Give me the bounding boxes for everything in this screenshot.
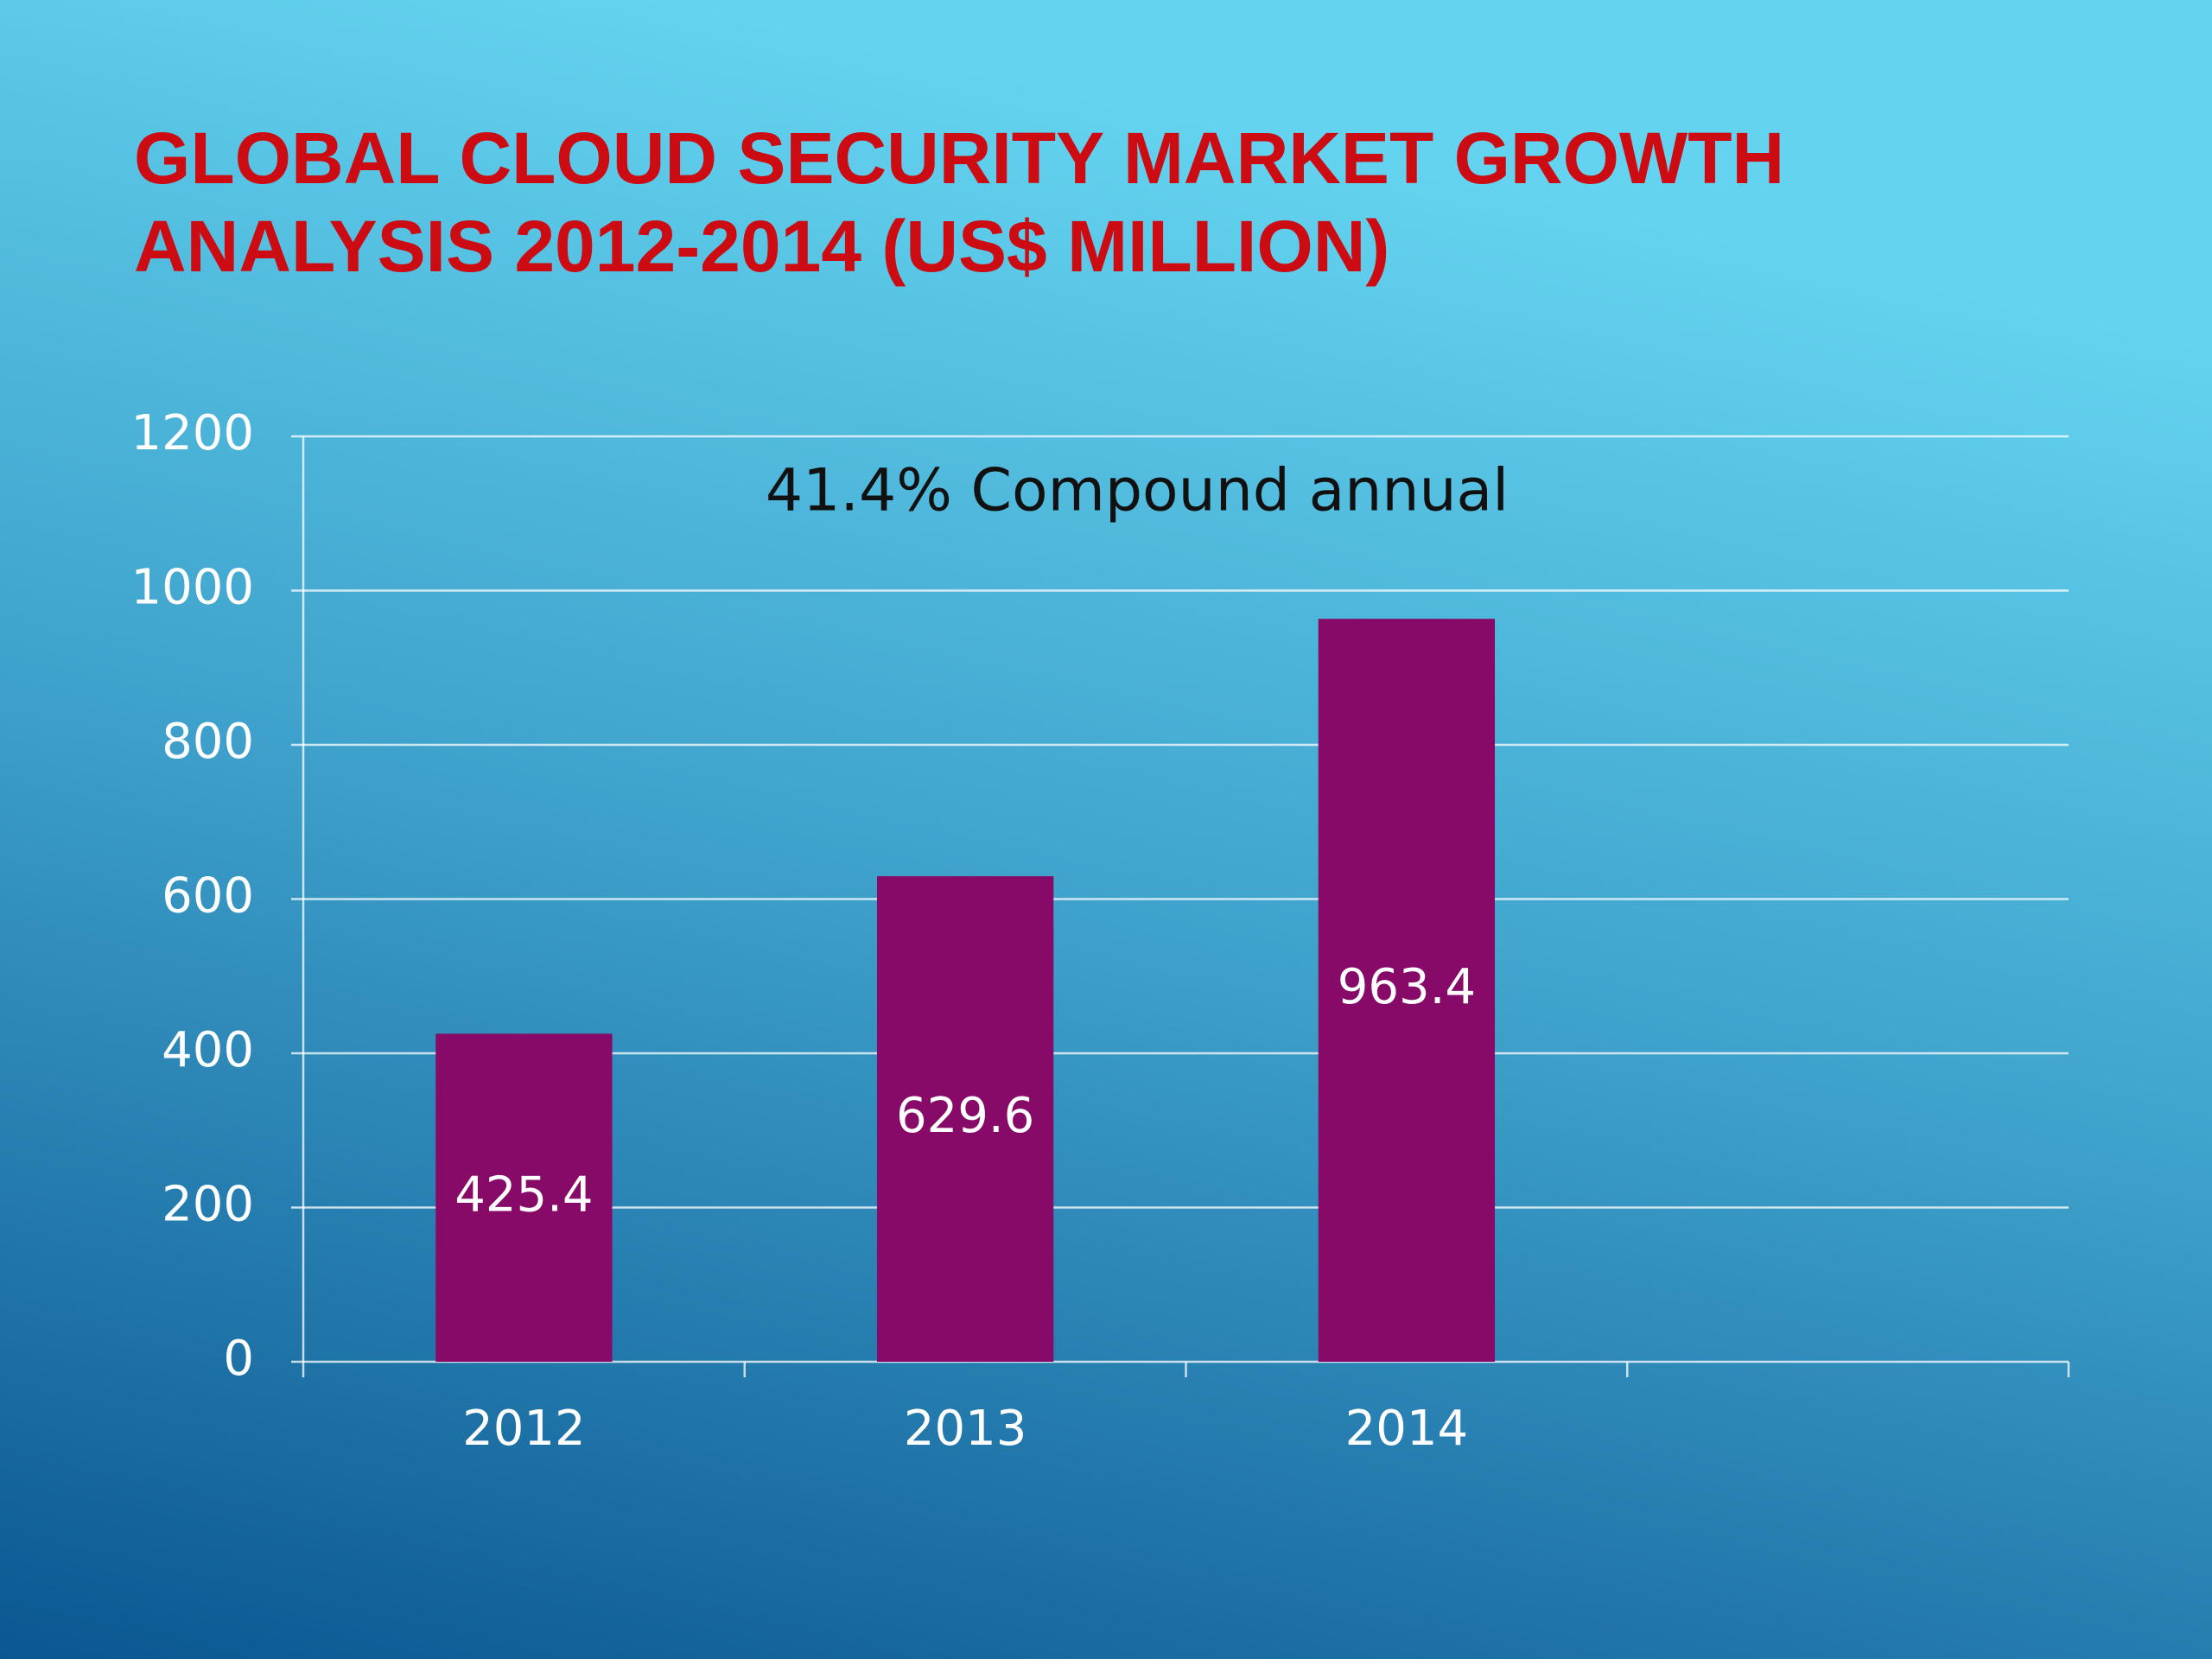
y-tick-label: 1000 [130,560,254,616]
x-tick-label: 2012 [462,1401,586,1457]
x-tick-label: 2013 [904,1401,1027,1457]
value-label: 963.4 [1338,959,1476,1015]
chart-title: ANALYSIS 2012-2014 (US$ MILLION) [134,206,1389,287]
bar [876,876,1054,1362]
x-tick-label: 2014 [1345,1401,1469,1457]
annotation: 41.4% Compound annual [766,457,1509,525]
value-label: 629.6 [896,1088,1034,1144]
value-label: 425.4 [454,1166,593,1223]
y-tick-label: 200 [162,1177,254,1233]
bar [435,1033,613,1362]
bar [1318,619,1496,1362]
y-tick-label: 800 [162,714,254,770]
y-tick-label: 400 [162,1022,254,1078]
y-tick-label: 1200 [130,405,254,461]
y-tick-label: 600 [162,868,254,925]
y-tick-label: 0 [223,1331,254,1387]
chart-title: GLOBAL CLOUD SECURITY MARKET GROWTH [134,118,1784,199]
